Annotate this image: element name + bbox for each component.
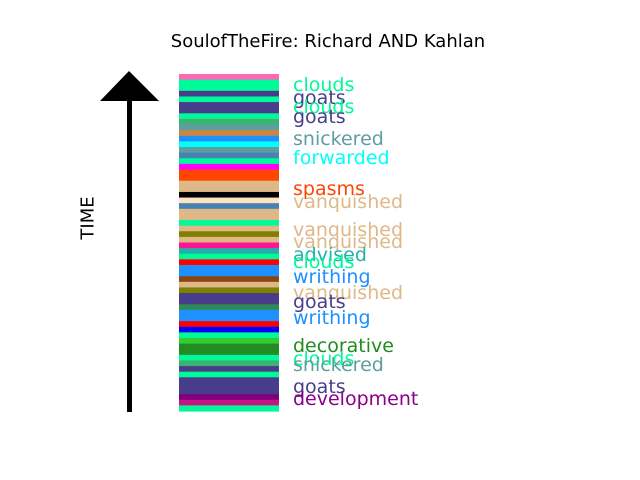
stripe bbox=[179, 236, 279, 244]
word-label: decorative bbox=[293, 335, 394, 357]
stripe bbox=[179, 259, 279, 266]
stripe bbox=[179, 96, 279, 103]
word-label: snickered bbox=[293, 128, 384, 150]
word-label: writhing bbox=[293, 307, 371, 329]
word-label: goats bbox=[293, 106, 346, 128]
word-labels: cloudsgoatscloudsgoatssnickeredforwarded… bbox=[293, 74, 418, 410]
stripe bbox=[179, 281, 279, 289]
stripe bbox=[179, 248, 279, 255]
stripe bbox=[179, 388, 279, 395]
stripe bbox=[179, 79, 279, 86]
stripe bbox=[179, 298, 279, 305]
stripe bbox=[179, 147, 279, 154]
stripe bbox=[179, 382, 279, 390]
stripe bbox=[179, 163, 279, 171]
stripe bbox=[179, 214, 279, 221]
stripe bbox=[179, 102, 279, 109]
stripe bbox=[179, 90, 279, 98]
word-label: forwarded bbox=[293, 147, 390, 169]
arrow-head bbox=[100, 71, 159, 101]
stripe bbox=[179, 107, 279, 114]
stripe bbox=[179, 321, 279, 328]
stripe bbox=[179, 354, 279, 362]
stripe bbox=[179, 197, 279, 204]
stripe bbox=[179, 349, 279, 356]
stripe bbox=[179, 276, 279, 283]
word-label: vanquished bbox=[293, 191, 403, 213]
stripe bbox=[179, 337, 279, 345]
word-label: clouds bbox=[293, 96, 354, 118]
stripe bbox=[179, 309, 279, 317]
time-arrow bbox=[100, 71, 159, 412]
word-label: development bbox=[293, 388, 418, 410]
stripe bbox=[179, 231, 279, 238]
stripe bbox=[179, 186, 279, 193]
stripe bbox=[179, 242, 279, 249]
stripe bbox=[179, 175, 279, 182]
stripe bbox=[179, 399, 279, 406]
word-label: goats bbox=[293, 291, 346, 313]
stripe bbox=[179, 270, 279, 277]
stripe bbox=[179, 394, 279, 401]
stripe bbox=[179, 74, 279, 81]
stripe bbox=[179, 191, 279, 199]
stripe bbox=[179, 304, 279, 311]
stripe bbox=[179, 287, 279, 294]
stripe bbox=[179, 253, 279, 260]
word-label: clouds bbox=[293, 74, 354, 96]
chart-title: SoulofTheFire: Richard AND Kahlan bbox=[170, 31, 486, 52]
word-label: vanquished bbox=[293, 219, 403, 241]
stripe bbox=[179, 130, 279, 137]
stripe bbox=[179, 113, 279, 120]
stripe bbox=[179, 225, 279, 232]
word-label: goats bbox=[293, 87, 346, 109]
stripe bbox=[179, 405, 279, 412]
stripe bbox=[179, 180, 279, 187]
stripe bbox=[179, 366, 279, 373]
stripe bbox=[179, 264, 279, 272]
stripe bbox=[179, 332, 279, 339]
stripe bbox=[179, 118, 279, 126]
word-label: advised bbox=[293, 244, 367, 266]
stripe bbox=[179, 158, 279, 165]
word-label: goats bbox=[293, 376, 346, 398]
word-label: clouds bbox=[293, 251, 354, 273]
stripe bbox=[179, 141, 279, 148]
word-label: spasms bbox=[293, 178, 365, 200]
word-label: clouds bbox=[293, 348, 354, 370]
stripe bbox=[179, 135, 279, 142]
stripe bbox=[179, 85, 279, 92]
stripe bbox=[179, 208, 279, 216]
stripe bbox=[179, 315, 279, 322]
stripe bbox=[179, 169, 279, 176]
word-label: snickered bbox=[293, 354, 384, 376]
stripe bbox=[179, 360, 279, 367]
stripe bbox=[179, 220, 279, 227]
stripe bbox=[179, 343, 279, 350]
word-label: vanquished bbox=[293, 282, 403, 304]
word-label: writhing bbox=[293, 266, 371, 288]
arrow-shaft bbox=[127, 98, 132, 412]
word-label: vanquished bbox=[293, 231, 403, 253]
stripe bbox=[179, 293, 279, 300]
stripe bbox=[179, 371, 279, 378]
stripe bbox=[179, 124, 279, 131]
stripe bbox=[179, 326, 279, 333]
stripe bbox=[179, 203, 279, 210]
stripe bbox=[179, 377, 279, 384]
color-stripes bbox=[179, 74, 279, 412]
stripe bbox=[179, 152, 279, 159]
